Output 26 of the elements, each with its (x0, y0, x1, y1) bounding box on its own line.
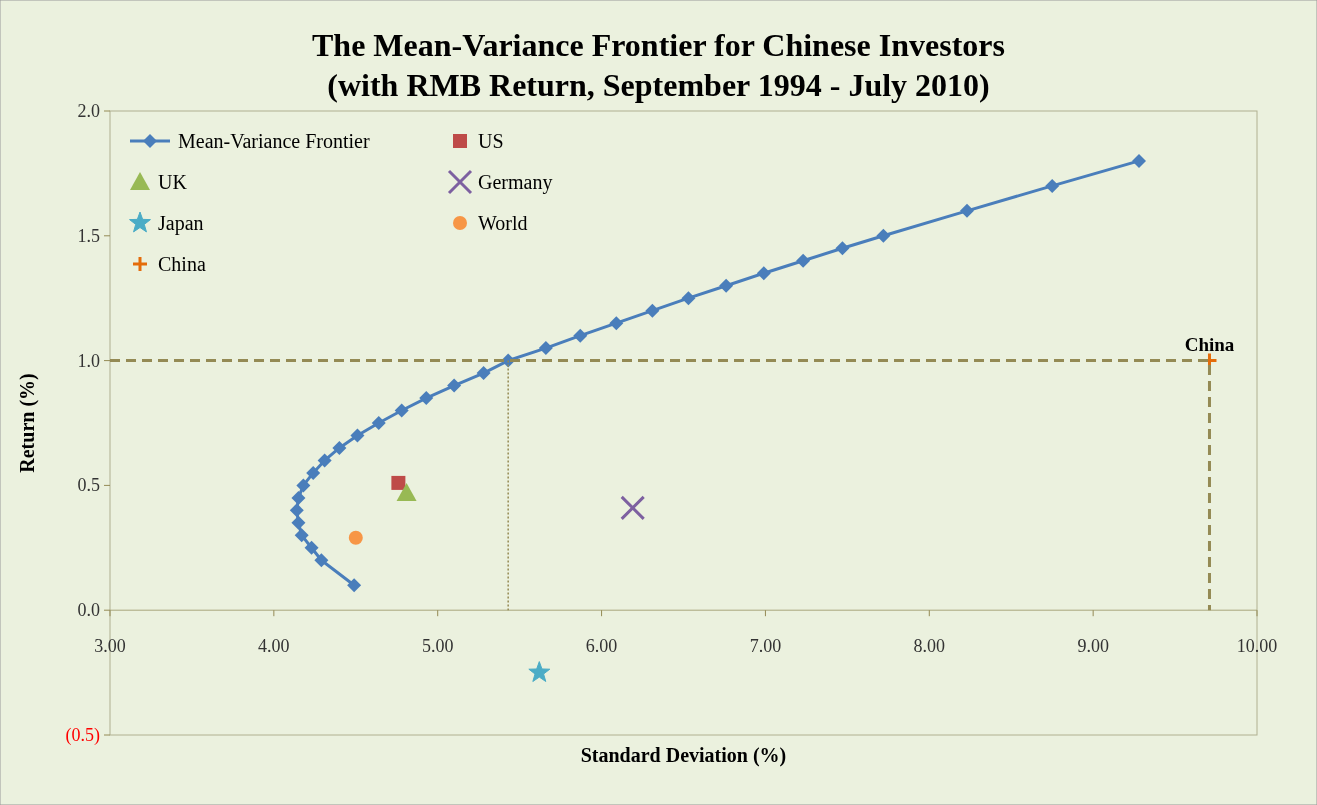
y-tick-label: 1.5 (77, 225, 100, 246)
legend-label: Japan (158, 212, 204, 235)
x-tick-label: 4.00 (258, 636, 290, 657)
chart-title: The Mean-Variance Frontier for Chinese Investors (312, 27, 1005, 63)
x-tick-label: 7.00 (749, 636, 782, 657)
annotation: China (1184, 333, 1235, 355)
legend-label: Germany (478, 171, 553, 194)
x-tick-label: 9.00 (1077, 636, 1109, 657)
legend-label: China (158, 253, 206, 275)
x-tick-label: 8.00 (913, 636, 946, 657)
x-tick-label: 3.00 (94, 636, 126, 657)
x-tick-label: 5.00 (421, 636, 454, 657)
x-tick-label: 6.00 (585, 636, 618, 657)
legend-label: US (478, 130, 504, 152)
chart-subtitle: (with RMB Return, September 1994 - July 2010) (327, 67, 990, 103)
legend-label: World (478, 212, 528, 234)
y-tick-label: 1.0 (77, 350, 100, 371)
x-axis-title: Standard Deviation (%) (580, 744, 787, 767)
x-tick-label: 10.00 (1236, 636, 1278, 657)
y-tick-label: 0.0 (77, 600, 100, 621)
y-tick-label: 2.0 (77, 101, 100, 121)
legend-label: UK (158, 171, 188, 193)
y-axis-title: Return (%) (16, 373, 39, 473)
legend-label: Mean-Variance Frontier (178, 130, 370, 152)
y-tick-label: 0.5 (77, 475, 100, 496)
y-tick-label: (0.5) (65, 725, 100, 746)
